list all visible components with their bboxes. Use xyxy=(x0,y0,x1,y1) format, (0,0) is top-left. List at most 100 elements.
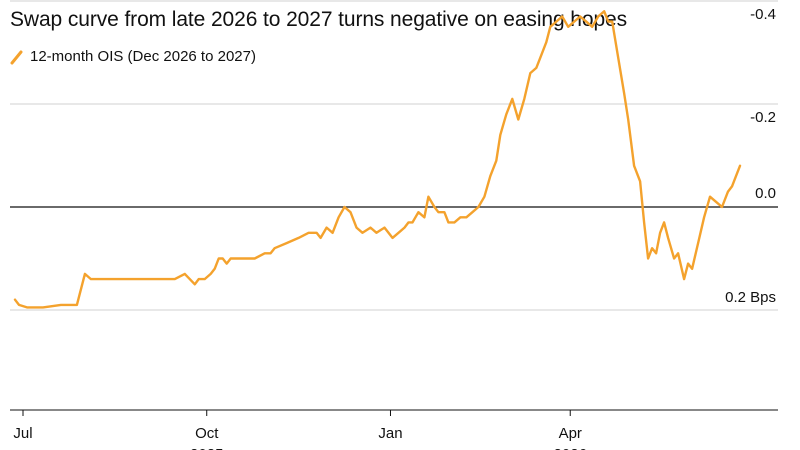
data-point xyxy=(678,253,679,254)
data-point xyxy=(739,165,740,166)
data-point xyxy=(376,232,377,233)
data-point xyxy=(356,227,357,228)
data-point xyxy=(656,253,657,254)
grid-layer xyxy=(10,0,778,311)
data-point xyxy=(204,279,205,280)
data-point xyxy=(320,237,321,238)
data-point xyxy=(460,217,461,218)
data-point xyxy=(715,201,716,202)
data-point xyxy=(270,253,271,254)
data-point xyxy=(556,21,557,22)
data-point xyxy=(550,26,551,27)
data-point xyxy=(184,273,185,274)
data-point xyxy=(338,217,339,218)
data-point xyxy=(26,307,27,308)
data-point xyxy=(392,237,393,238)
data-point xyxy=(404,227,405,228)
y-tick-label: 0.2 Bps xyxy=(725,289,776,306)
series-line-ois xyxy=(13,10,742,309)
data-point xyxy=(424,217,425,218)
data-point xyxy=(580,16,581,17)
chart-title: Swap curve from late 2026 to 2027 turns … xyxy=(10,8,628,31)
data-point xyxy=(506,114,507,115)
data-point xyxy=(530,73,531,74)
data-point xyxy=(735,176,736,177)
data-point xyxy=(674,258,675,259)
data-point xyxy=(146,279,147,280)
data-point xyxy=(316,232,317,233)
y-tick-label: 0.0 xyxy=(755,185,776,202)
data-point xyxy=(14,299,15,300)
data-point xyxy=(648,258,649,259)
x-tick-label: Oct xyxy=(195,425,219,442)
data-point xyxy=(586,21,587,22)
data-point xyxy=(222,258,223,259)
data-point xyxy=(634,165,635,166)
data-point xyxy=(472,212,473,213)
legend: 12-month OIS (Dec 2026 to 2027) xyxy=(10,48,256,65)
x-tick-label: Jul xyxy=(13,425,32,442)
data-point xyxy=(198,279,199,280)
data-point xyxy=(684,279,685,280)
x-year-label: 2026 xyxy=(554,446,587,450)
legend-label: 12-month OIS (Dec 2026 to 2027) xyxy=(30,48,256,65)
data-point xyxy=(652,248,653,249)
x-tick-label: Apr xyxy=(559,425,582,442)
data-point xyxy=(628,119,629,120)
data-point xyxy=(384,227,385,228)
data-point xyxy=(612,21,613,22)
data-point xyxy=(704,217,705,218)
data-point xyxy=(90,279,91,280)
data-point xyxy=(264,253,265,254)
data-point xyxy=(214,268,215,269)
data-point xyxy=(466,217,467,218)
data-point xyxy=(524,98,525,99)
data-point xyxy=(546,42,547,43)
data-point xyxy=(218,258,219,259)
data-point xyxy=(484,196,485,197)
data-point xyxy=(362,232,363,233)
data-point xyxy=(112,279,113,280)
data-point xyxy=(326,227,327,228)
data-point xyxy=(370,227,371,228)
data-point xyxy=(608,21,609,22)
data-point xyxy=(418,212,419,213)
data-point xyxy=(254,258,255,259)
legend-line-swatch xyxy=(10,50,23,64)
data-point xyxy=(618,57,619,58)
data-point xyxy=(574,21,575,22)
data-point xyxy=(688,263,689,264)
data-point xyxy=(624,93,625,94)
x-year-label: 2025 xyxy=(190,446,223,450)
data-point xyxy=(428,196,429,197)
data-point xyxy=(174,279,175,280)
data-point xyxy=(731,186,732,187)
data-point xyxy=(210,273,211,274)
data-point xyxy=(60,304,61,305)
y-tick-label: -0.2 xyxy=(750,109,776,126)
data-point xyxy=(490,176,491,177)
data-point xyxy=(540,57,541,58)
data-point xyxy=(408,222,409,223)
data-point xyxy=(698,243,699,244)
data-point xyxy=(668,237,669,238)
data-point xyxy=(500,134,501,135)
data-point xyxy=(562,16,563,17)
data-point xyxy=(412,222,413,223)
data-point xyxy=(598,16,599,17)
data-point xyxy=(230,258,231,259)
data-point xyxy=(692,268,693,269)
data-point xyxy=(84,273,85,274)
data-point xyxy=(18,304,19,305)
data-point xyxy=(332,232,333,233)
data-point xyxy=(478,206,479,207)
data-point xyxy=(438,212,439,213)
data-point xyxy=(592,26,593,27)
data-point xyxy=(286,243,287,244)
data-point xyxy=(194,284,195,285)
series-layer xyxy=(13,10,742,309)
data-point xyxy=(226,263,227,264)
axis-layer: 0.2 Bps 0.0 -0.2 -0.4 Jul Oct Jan Apr 2025 2026 xyxy=(10,6,778,450)
data-point xyxy=(568,26,569,27)
